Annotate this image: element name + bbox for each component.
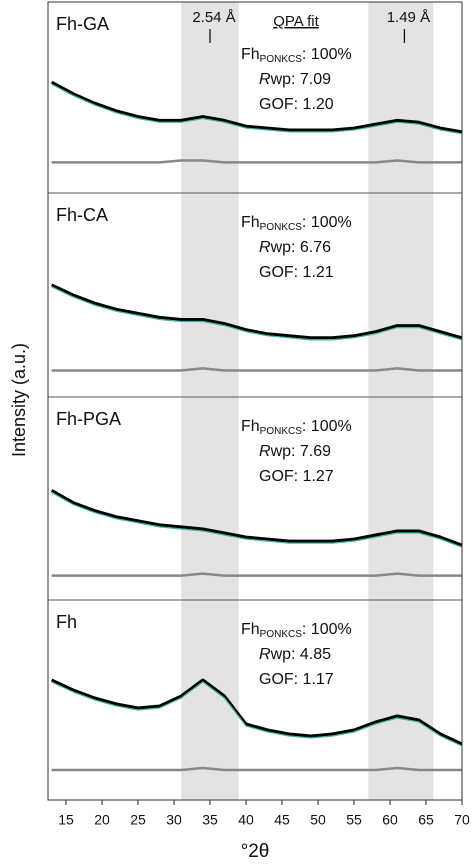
- fit-gof: GOF: 1.17: [259, 671, 334, 688]
- rwp-value: wp: 7.69: [270, 443, 332, 460]
- annotation: 1.49 Å: [387, 9, 430, 26]
- r-symbol: R: [259, 239, 271, 256]
- annotation: 2.54 Å: [192, 9, 235, 26]
- shaded-range: [368, 2, 434, 800]
- series-line: [50, 283, 463, 340]
- panel-label: Fh-GA: [56, 14, 109, 34]
- series-line: [50, 489, 463, 547]
- phase-sub: PONKCS: [260, 222, 303, 233]
- series-line: [51, 572, 462, 577]
- x-tick-label: 35: [202, 812, 218, 828]
- rwp-value: wp: 6.76: [270, 239, 332, 256]
- plot-frame: [47, 1, 463, 801]
- series-line: [50, 80, 463, 134]
- phase-name: Fh: [241, 46, 260, 63]
- rwp-value: wp: 7.09: [270, 71, 332, 88]
- phase-name: Fh: [241, 214, 260, 231]
- fit-header: QPA fit: [273, 13, 319, 30]
- phase-fraction: : 100%: [302, 418, 352, 435]
- fit-phase: FhPONKCS: 100%: [241, 621, 352, 639]
- x-tick-label: 15: [58, 812, 74, 828]
- phase-sub: PONKCS: [260, 629, 303, 640]
- fit-rwp: Rwp: 7.69: [259, 443, 331, 460]
- panel-label: Fh: [56, 612, 77, 632]
- fit-phase: FhPONKCS: 100%: [241, 418, 352, 436]
- x-tick-label: 25: [130, 812, 146, 828]
- series-line: [51, 83, 463, 135]
- fit-rwp: Rwp: 6.76: [259, 239, 331, 256]
- series-line: [51, 286, 463, 341]
- x-tick-label: 45: [274, 812, 290, 828]
- x-tick-label: 30: [166, 812, 182, 828]
- panel-label: Fh-PGA: [56, 409, 121, 429]
- rwp-value: wp: 4.85: [270, 646, 332, 663]
- x-tick-label: 65: [418, 812, 434, 828]
- r-symbol: R: [259, 71, 271, 88]
- phase-fraction: : 100%: [302, 621, 352, 638]
- x-tick-label: 40: [238, 812, 254, 828]
- series-line: [51, 491, 463, 548]
- x-tick-label: 70: [454, 812, 470, 828]
- fit-gof: GOF: 1.21: [259, 264, 334, 281]
- x-tick-label: 55: [346, 812, 362, 828]
- x-tick-label: 50: [310, 812, 326, 828]
- phase-name: Fh: [241, 621, 260, 638]
- series-line: [51, 681, 463, 747]
- fit-rwp: Rwp: 4.85: [259, 646, 331, 663]
- series-line: [51, 766, 462, 772]
- phase-fraction: : 100%: [302, 214, 352, 231]
- phase-sub: PONKCS: [260, 426, 303, 437]
- phase-name: Fh: [241, 418, 260, 435]
- x-axis-label: °2θ: [241, 841, 270, 862]
- fit-rwp: Rwp: 7.09: [259, 71, 331, 88]
- r-symbol: R: [259, 646, 271, 663]
- phase-sub: PONKCS: [260, 54, 303, 65]
- shaded-range: [181, 2, 239, 800]
- phase-fraction: : 100%: [302, 46, 352, 63]
- y-axis-label: Intensity (a.u.): [9, 343, 29, 457]
- panel-label: Fh-CA: [56, 205, 108, 225]
- x-tick-label: 60: [382, 812, 398, 828]
- r-symbol: R: [259, 443, 271, 460]
- series-line: [51, 159, 462, 164]
- x-tick-label: 20: [94, 812, 110, 828]
- fit-gof: GOF: 1.20: [259, 96, 334, 113]
- fit-phase: FhPONKCS: 100%: [241, 46, 352, 64]
- series-line: [50, 678, 463, 746]
- fit-gof: GOF: 1.27: [259, 468, 334, 485]
- fit-phase: FhPONKCS: 100%: [241, 214, 352, 232]
- series-line: [51, 367, 462, 372]
